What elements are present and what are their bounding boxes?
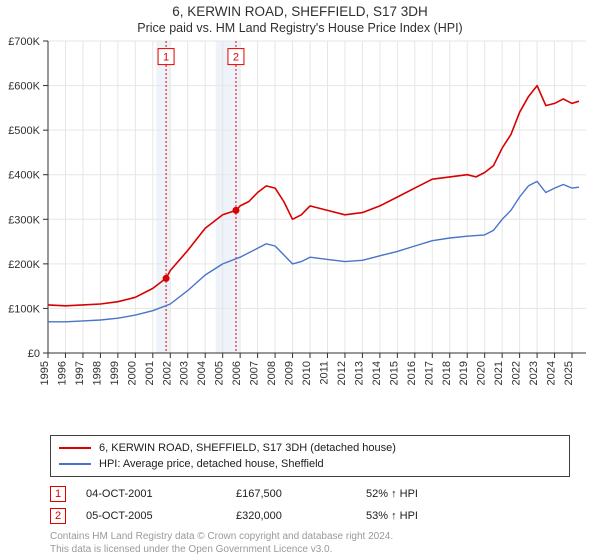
svg-text:1997: 1997: [74, 361, 86, 385]
svg-text:1: 1: [163, 52, 169, 64]
svg-text:£0: £0: [28, 348, 40, 360]
event-date: 05-OCT-2005: [86, 510, 236, 522]
svg-text:2018: 2018: [441, 361, 453, 385]
title-line-1: 6, KERWIN ROAD, SHEFFIELD, S17 3DH: [8, 4, 592, 19]
svg-text:2012: 2012: [336, 361, 348, 385]
title-line-2: Price paid vs. HM Land Registry's House …: [8, 21, 592, 35]
svg-text:2025: 2025: [563, 361, 575, 385]
svg-text:2000: 2000: [126, 361, 138, 385]
svg-text:2002: 2002: [161, 361, 173, 385]
svg-text:2005: 2005: [214, 361, 226, 385]
event-price: £167,500: [236, 488, 366, 500]
svg-text:1995: 1995: [39, 361, 51, 385]
event-delta: 52% ↑ HPI: [366, 488, 418, 500]
titles: 6, KERWIN ROAD, SHEFFIELD, S17 3DH Price…: [0, 0, 600, 37]
svg-text:2019: 2019: [458, 361, 470, 385]
svg-text:£500K: £500K: [8, 125, 40, 137]
svg-text:£100K: £100K: [8, 303, 40, 315]
line-chart-svg: £0 £100K £200K £300K £400K £500K £600K £700K 199…: [0, 37, 600, 397]
svg-text:2014: 2014: [371, 361, 383, 385]
svg-text:2020: 2020: [476, 361, 488, 385]
svg-text:2010: 2010: [301, 361, 313, 385]
svg-text:2004: 2004: [196, 361, 208, 385]
footer-line-1: Contains HM Land Registry data © Crown c…: [50, 531, 570, 544]
event-badge: 2: [50, 508, 66, 524]
svg-text:2017: 2017: [423, 361, 435, 385]
svg-text:2022: 2022: [511, 361, 523, 385]
svg-text:2015: 2015: [388, 361, 400, 385]
legend-swatch: [59, 463, 91, 465]
event-row: 1 04-OCT-2001£167,50052% ↑ HPI: [50, 483, 570, 505]
svg-text:2007: 2007: [249, 361, 261, 385]
svg-text:2021: 2021: [493, 361, 505, 385]
events-table: 1 04-OCT-2001£167,50052% ↑ HPI 2 05-OCT-200…: [50, 483, 570, 527]
svg-text:2016: 2016: [406, 361, 418, 385]
svg-text:2013: 2013: [353, 361, 365, 385]
svg-text:2024: 2024: [546, 361, 558, 385]
svg-text:2: 2: [233, 52, 239, 64]
svg-text:1996: 1996: [56, 361, 68, 385]
chart-container: 6, KERWIN ROAD, SHEFFIELD, S17 3DH Price…: [0, 0, 600, 560]
event-date: 04-OCT-2001: [86, 488, 236, 500]
footer: Contains HM Land Registry data © Crown c…: [50, 531, 570, 556]
event-badge: 1: [50, 486, 66, 502]
legend-swatch: [59, 447, 91, 449]
svg-text:2006: 2006: [231, 361, 243, 385]
event-row: 2 05-OCT-2005£320,00053% ↑ HPI: [50, 505, 570, 527]
svg-text:£600K: £600K: [8, 81, 40, 93]
svg-text:2009: 2009: [284, 361, 296, 385]
legend: 6, KERWIN ROAD, SHEFFIELD, S17 3DH (deta…: [50, 435, 570, 477]
legend-label: 6, KERWIN ROAD, SHEFFIELD, S17 3DH (deta…: [99, 442, 396, 454]
svg-text:1999: 1999: [109, 361, 121, 385]
svg-text:2008: 2008: [266, 361, 278, 385]
chart-area: £0 £100K £200K £300K £400K £500K £600K £700K 199…: [0, 37, 600, 435]
event-price: £320,000: [236, 510, 366, 522]
svg-text:£700K: £700K: [8, 37, 40, 48]
legend-row: HPI: Average price, detached house, Shef…: [59, 456, 561, 472]
svg-text:2011: 2011: [318, 361, 330, 385]
svg-text:2023: 2023: [528, 361, 540, 385]
footer-line-2: This data is licensed under the Open Gov…: [50, 544, 570, 557]
svg-text:2003: 2003: [179, 361, 191, 385]
legend-row: 6, KERWIN ROAD, SHEFFIELD, S17 3DH (deta…: [59, 440, 561, 456]
svg-text:2001: 2001: [144, 361, 156, 385]
svg-text:£200K: £200K: [8, 259, 40, 271]
svg-text:£400K: £400K: [8, 170, 40, 182]
legend-label: HPI: Average price, detached house, Shef…: [99, 458, 324, 470]
event-delta: 53% ↑ HPI: [366, 510, 418, 522]
svg-text:1998: 1998: [91, 361, 103, 385]
svg-text:£300K: £300K: [8, 214, 40, 226]
